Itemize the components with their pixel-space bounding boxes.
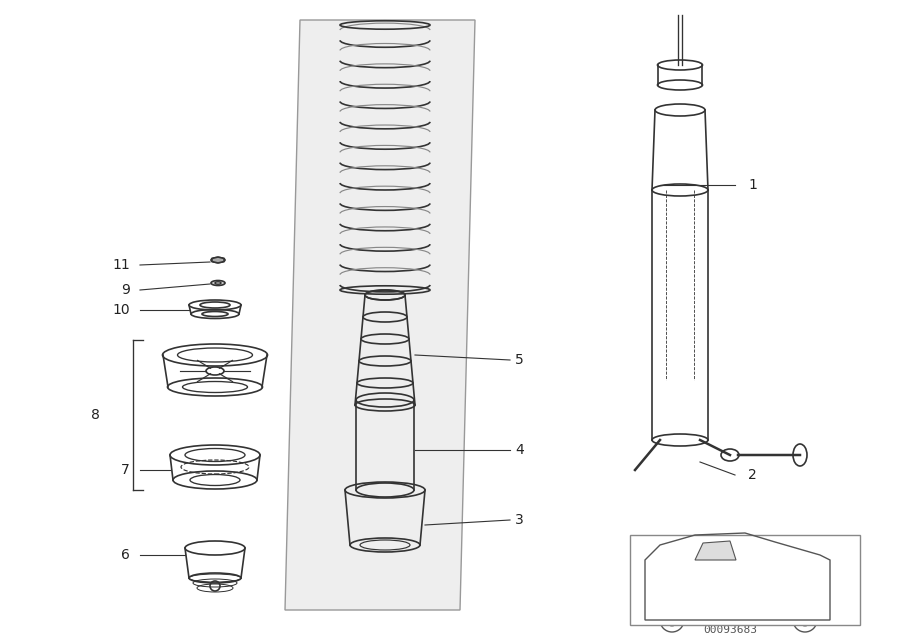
Polygon shape — [695, 541, 736, 560]
Text: 5: 5 — [515, 353, 524, 367]
Text: 8: 8 — [91, 408, 100, 422]
Bar — [630, 535, 860, 625]
Text: 9: 9 — [122, 283, 130, 297]
Text: 10: 10 — [112, 303, 130, 317]
Text: 3: 3 — [515, 513, 524, 527]
Text: 00093683: 00093683 — [703, 625, 757, 635]
Text: 2: 2 — [748, 468, 757, 482]
Ellipse shape — [211, 257, 225, 262]
Text: 4: 4 — [515, 443, 524, 457]
Text: 6: 6 — [122, 548, 130, 562]
Text: 1: 1 — [748, 178, 757, 192]
Polygon shape — [285, 20, 475, 610]
Text: 11: 11 — [112, 258, 130, 272]
Text: 7: 7 — [122, 463, 130, 477]
Ellipse shape — [211, 280, 225, 285]
Polygon shape — [212, 257, 224, 263]
